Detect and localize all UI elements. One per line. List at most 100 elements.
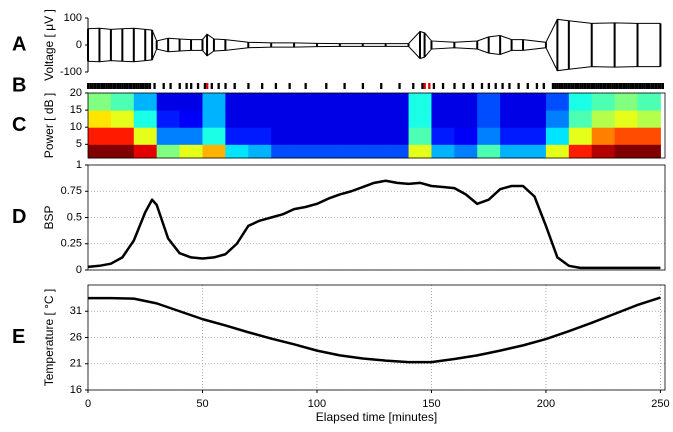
event-tick [462, 83, 465, 89]
event-tick [581, 83, 584, 89]
heat-cell [637, 110, 661, 128]
heat-cell [248, 110, 272, 128]
y-axis-label: Voltage [ μV ] [42, 9, 56, 81]
event-tick [579, 83, 582, 89]
heat-cell [591, 144, 616, 159]
event-tick [196, 83, 200, 89]
event-tick [304, 83, 307, 89]
heat-cell [110, 110, 135, 128]
x-tick-label: 100 [308, 398, 326, 410]
event-tick [602, 83, 605, 89]
heat-cell [477, 144, 501, 159]
event-tick [100, 83, 104, 89]
heat-cell [385, 93, 410, 111]
heat-cell [88, 110, 112, 128]
event-tick [361, 83, 365, 89]
heat-cell [568, 110, 593, 128]
heat-cell [545, 144, 570, 159]
heat-cell [545, 93, 570, 111]
event-tick [535, 83, 539, 89]
event-tick [128, 83, 131, 89]
y-axis-label: BSP [42, 205, 56, 229]
y-tick-label: 10 [70, 121, 82, 133]
heat-cell [362, 93, 387, 111]
event-tick [588, 83, 591, 89]
y-tick-label: 0 [76, 39, 82, 51]
heat-cell [591, 127, 616, 145]
x-tick-label: 250 [651, 398, 669, 410]
y-tick-label: 31 [70, 305, 82, 317]
event-tick [453, 83, 456, 89]
event-tick [572, 83, 575, 89]
heat-cell [202, 110, 226, 128]
event-tick [647, 83, 651, 89]
event-tick [627, 83, 630, 89]
heat-cell [362, 110, 387, 128]
heat-cell [362, 127, 387, 145]
envelope-upper [87, 18, 661, 45]
event-tick [109, 83, 113, 89]
heat-cell [408, 110, 432, 128]
event-tick [620, 83, 623, 89]
event-tick [634, 83, 637, 89]
event-tick [217, 83, 220, 89]
heat-cell [523, 144, 547, 159]
event-tick [574, 83, 578, 89]
heat-cell [523, 110, 547, 128]
heat-cell [88, 127, 112, 145]
panel-label: C [12, 114, 26, 136]
event-tick [643, 83, 646, 89]
event-tick [380, 83, 383, 89]
y-axis-label: Temperature [ °C ] [42, 289, 56, 387]
heat-cell [385, 144, 410, 159]
heat-cell [568, 144, 593, 159]
y-tick-label: 26 [70, 331, 82, 343]
x-axis-label: Elapsed time [minutes] [316, 410, 437, 424]
event-tick [398, 83, 401, 89]
heat-cell [225, 127, 249, 145]
y-tick-label: 0 [76, 264, 82, 276]
heat-cell [248, 93, 272, 111]
heat-cell [523, 127, 547, 145]
event-tick [432, 83, 436, 89]
event-tick [609, 83, 612, 89]
event-tick [441, 83, 445, 89]
event-tick [412, 83, 415, 89]
event-tick [185, 83, 188, 89]
event-tick [615, 83, 619, 89]
event-tick [661, 83, 665, 89]
event-tick [288, 83, 291, 89]
event-tick [121, 83, 124, 89]
y-axis-label: Power [ dB ] [42, 93, 56, 158]
heat-cell [133, 93, 158, 111]
event-tick [428, 83, 431, 89]
y-tick-label: -100 [60, 66, 82, 78]
event-tick [119, 83, 122, 89]
event-tick [625, 83, 628, 89]
event-tick [210, 83, 213, 89]
heat-cell [431, 93, 455, 111]
event-tick [563, 83, 566, 89]
event-tick [659, 83, 662, 89]
event-tick [487, 83, 490, 89]
event-tick [105, 83, 108, 89]
event-tick [190, 83, 193, 89]
heat-cell [523, 93, 547, 111]
heat-cell [339, 93, 364, 111]
plot-frame [87, 164, 666, 271]
panel-label: D [12, 206, 26, 228]
heat-cell [316, 93, 341, 111]
heat-cell [431, 110, 455, 128]
heat-cell [271, 110, 295, 128]
event-tick [146, 83, 149, 89]
event-tick [613, 83, 616, 89]
heat-cell [637, 93, 661, 111]
line [87, 179, 661, 270]
event-tick [141, 83, 145, 89]
heat-cell [316, 110, 341, 128]
heat-cell [133, 110, 158, 128]
heat-cell [110, 127, 135, 145]
heat-cell [637, 127, 661, 145]
heat-cell [614, 110, 639, 128]
heat-cell [545, 127, 570, 145]
